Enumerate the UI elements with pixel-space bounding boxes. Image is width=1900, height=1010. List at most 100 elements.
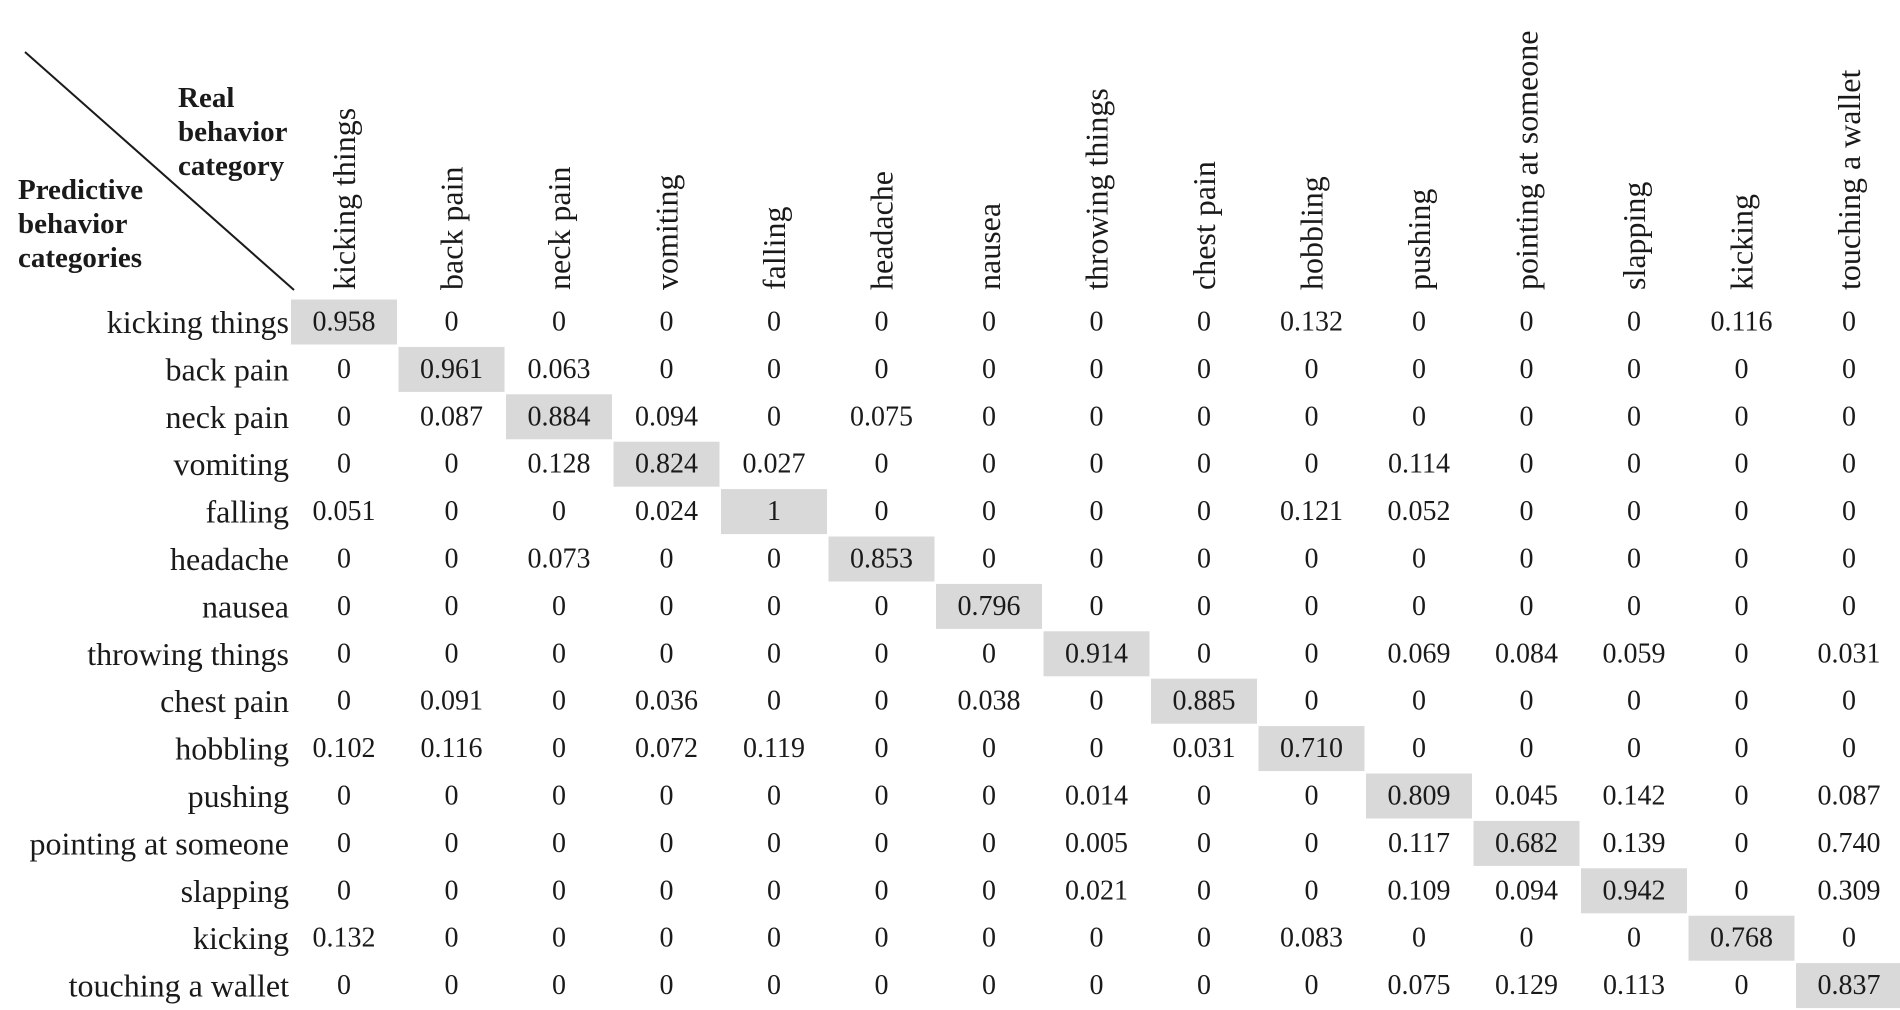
matrix-cell-value: 0 [337,544,351,575]
matrix-cell-value: 0 [1305,828,1319,859]
diagonal-highlight-cell [1688,915,1795,961]
matrix-cell-value: 0 [445,496,459,527]
matrix-cell-value: 0 [1520,733,1534,764]
column-label: chest pain [1186,161,1222,290]
matrix-cell-value: 0 [1090,401,1104,432]
matrix-cell-value: 0 [660,970,674,1001]
matrix-cell-value: 0 [1735,686,1749,717]
matrix-cell-value: 0 [552,686,566,717]
matrix-cell-value: 0 [1090,307,1104,338]
matrix-cell-value: 0 [1520,686,1534,717]
matrix-cell-value: 0 [875,828,889,859]
column-label: kicking things [326,108,362,290]
matrix-cell-value: 0.091 [420,686,483,717]
matrix-cell-value: 0 [1627,354,1641,385]
matrix-cell-value: 0 [875,591,889,622]
matrix-cell-value: 0 [337,875,351,906]
diagonal-highlight-cell [1258,726,1365,772]
matrix-cell-value: 0 [1412,401,1426,432]
diagonal-highlight-cell [506,394,612,440]
matrix-cell-value: 0.052 [1388,496,1451,527]
matrix-cell-value: 0.038 [958,686,1021,717]
matrix-cell-value: 0 [1627,733,1641,764]
matrix-cell-value: 0.087 [1818,781,1881,812]
matrix-cell-value: 0 [337,970,351,1001]
matrix-cell-value: 0.063 [528,354,591,385]
matrix-cell-value: 0 [1412,733,1426,764]
matrix-cell-value: 0 [1627,544,1641,575]
matrix-cell-value: 0.958 [313,307,376,338]
matrix-cell-value: 0 [1305,591,1319,622]
matrix-cell-value: 0 [875,354,889,385]
corner-column-axis-label-line: category [178,150,285,182]
row-label: touching a wallet [69,968,289,1004]
matrix-cell-value: 0 [1520,496,1534,527]
diagonal-highlight-cell [721,489,827,535]
matrix-cell-value: 0.824 [635,449,698,480]
matrix-cell-value: 0 [1735,449,1749,480]
matrix-cell-value: 0 [552,923,566,954]
matrix-cell-value: 0 [875,307,889,338]
column-label: pointing at someone [1509,30,1545,290]
matrix-cell-value: 0.121 [1280,496,1343,527]
matrix-cell-value: 0 [1305,449,1319,480]
matrix-cell-value: 0 [982,496,996,527]
matrix-cell-value: 0 [1090,354,1104,385]
corner-diagonal-line [24,51,295,291]
matrix-cell-value: 0 [1197,970,1211,1001]
diagonal-highlight-cell [1581,868,1687,914]
matrix-cell-value: 0 [445,828,459,859]
diagonal-highlight-cell [613,441,720,487]
matrix-cell-value: 0 [660,638,674,669]
matrix-cell-value: 0 [337,449,351,480]
matrix-cell-value: 0 [1842,401,1856,432]
matrix-cell-value: 0 [1090,686,1104,717]
matrix-cell-value: 0 [337,638,351,669]
matrix-cell-value: 0.031 [1173,733,1236,764]
matrix-cell-value: 0 [1520,354,1534,385]
matrix-cell-value: 0 [445,591,459,622]
matrix-cell-value: 0 [1412,354,1426,385]
row-label: pushing [188,778,289,814]
matrix-cell-value: 0 [1305,686,1319,717]
corner-row-axis-label-line: categories [18,242,142,274]
matrix-cell-value: 0.031 [1818,638,1881,669]
row-label: throwing things [87,636,289,672]
matrix-cell-value: 0 [1197,591,1211,622]
matrix-cell-value: 0 [1412,686,1426,717]
matrix-cell-value: 0.114 [1388,449,1450,480]
matrix-cell-value: 0 [337,828,351,859]
matrix-cell-value: 0 [767,544,781,575]
matrix-cell-value: 0.116 [421,733,483,764]
matrix-cell-value: 0 [982,733,996,764]
matrix-cell-value: 0 [1520,591,1534,622]
matrix-cell-value: 0 [1627,401,1641,432]
matrix-cell-value: 0.069 [1388,638,1451,669]
matrix-cell-value: 0.796 [958,591,1021,622]
matrix-cell-value: 0 [1412,307,1426,338]
matrix-cell-value: 0 [1842,686,1856,717]
matrix-cell-value: 0 [1305,544,1319,575]
matrix-cell-value: 0.914 [1065,638,1128,669]
matrix-cell-value: 0.083 [1280,923,1343,954]
diagonal-highlight-cell [1796,963,1900,1009]
matrix-cell-value: 0.005 [1065,828,1128,859]
matrix-cell-value: 0 [767,970,781,1001]
matrix-cells: 0.958 0 0 0 0 0 0 0 0 0.132 0 0 0 0.116 0 0 0.961 0.063 0 0… [291,299,1900,1009]
row-labels: kicking things back pain neck pain vomiting… [29,304,289,1004]
row-label: nausea [202,588,289,624]
matrix-cell-value: 0 [875,923,889,954]
matrix-cell-value: 0 [337,686,351,717]
matrix-cell-value: 0 [660,307,674,338]
matrix-cell-value: 0 [1197,496,1211,527]
matrix-cell-value: 0 [445,970,459,1001]
matrix-cell-value: 0 [1520,449,1534,480]
matrix-cell-value: 0 [1197,875,1211,906]
matrix-cell-value: 0 [552,733,566,764]
matrix-cell-value: 0 [1520,401,1534,432]
matrix-cell-value: 0.021 [1065,875,1128,906]
matrix-cell-value: 0.075 [1388,970,1451,1001]
matrix-cell-value: 0.051 [313,496,376,527]
matrix-cell-value: 0 [1735,354,1749,385]
